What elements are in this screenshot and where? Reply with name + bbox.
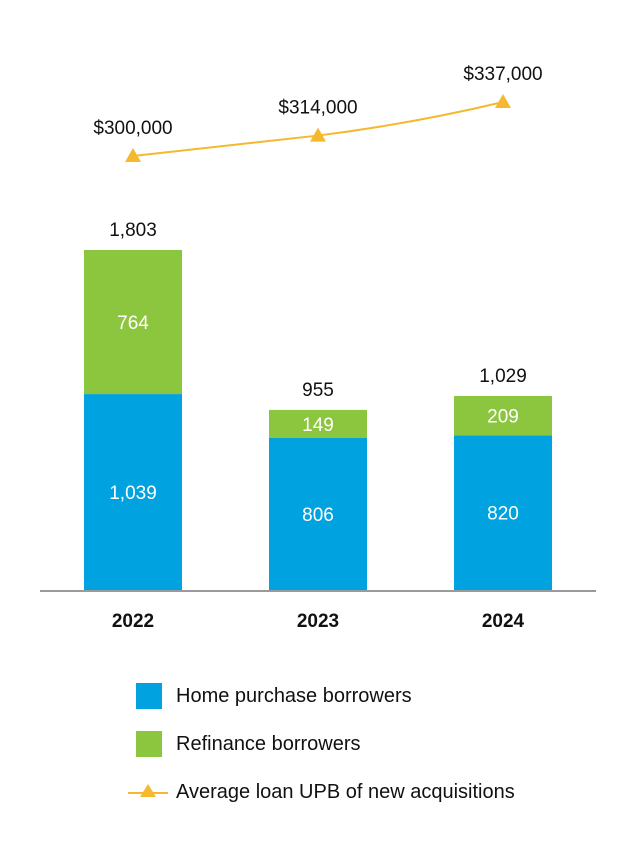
upb-label-2024: $337,000: [463, 64, 542, 85]
upb-line-group: $300,000 $314,000 $337,000: [93, 64, 543, 162]
legend-item-home-purchase: Home purchase borrowers: [128, 672, 608, 720]
bar-home-purchase-2024: [454, 435, 552, 590]
bar-label-home-purchase-2024: 820: [487, 504, 519, 525]
bar-label-home-purchase-2022: 1,039: [109, 483, 157, 504]
legend-label-avg-upb: Average loan UPB of new acquisitions: [176, 780, 515, 803]
total-label-2023: 955: [302, 380, 334, 401]
bar-labels-group: 1,039 764 1,803 806 149 955 820 209 1,029: [109, 220, 527, 526]
upb-triangle-marker-2024: [495, 94, 511, 108]
upb-triangle-marker-2023: [310, 127, 326, 142]
x-tick-2023: 2023: [297, 611, 339, 632]
legend-item-refinance: Refinance borrowers: [128, 720, 608, 768]
x-ticks-group: 2022 2023 2024: [112, 611, 525, 632]
bar-label-refinance-2022: 764: [117, 313, 149, 334]
legend-line-triangle-icon: [128, 784, 168, 797]
bar-refinance-2022: [84, 250, 182, 395]
bar-refinance-2023: [269, 409, 367, 439]
total-label-2024: 1,029: [479, 366, 527, 387]
bar-refinance-2024: [454, 395, 552, 436]
bar-label-refinance-2024: 209: [487, 407, 519, 428]
upb-label-2023: $314,000: [278, 98, 357, 119]
legend: Home purchase borrowers Refinance borrow…: [128, 672, 608, 816]
upb-label-2022: $300,000: [93, 118, 172, 139]
bars-group: [84, 250, 552, 590]
x-tick-2022: 2022: [112, 611, 154, 632]
bar-home-purchase-2023: [269, 438, 367, 590]
legend-swatch-refinance: [136, 731, 162, 757]
upb-line: [132, 101, 504, 157]
legend-label-refinance: Refinance borrowers: [176, 732, 361, 755]
x-tick-2024: 2024: [482, 611, 525, 632]
bar-home-purchase-2022: [84, 394, 182, 590]
legend-label-home-purchase: Home purchase borrowers: [176, 684, 412, 707]
legend-item-avg-upb: Average loan UPB of new acquisitions: [128, 768, 608, 816]
total-label-2022: 1,803: [109, 220, 157, 241]
upb-triangle-marker-2022: [125, 148, 141, 162]
bar-label-refinance-2023: 149: [302, 415, 334, 436]
legend-swatch-home-purchase: [136, 683, 162, 709]
bar-label-home-purchase-2023: 806: [302, 505, 334, 526]
